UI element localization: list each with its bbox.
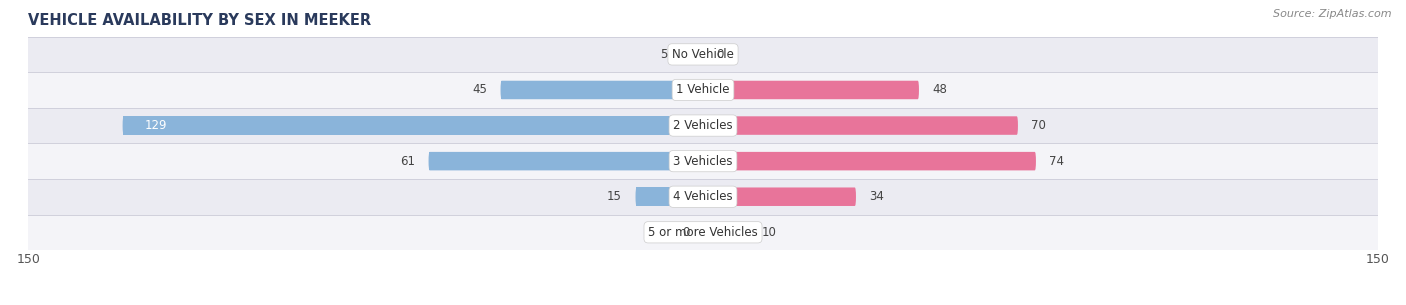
Text: 45: 45 [472,84,486,96]
Text: 3 Vehicles: 3 Vehicles [673,155,733,168]
Bar [429,152,703,170]
Text: 10: 10 [762,226,776,239]
Text: VEHICLE AVAILABILITY BY SEX IN MEEKER: VEHICLE AVAILABILITY BY SEX IN MEEKER [28,13,371,28]
Bar [636,188,703,206]
Text: 2 Vehicles: 2 Vehicles [673,119,733,132]
Text: 4 Vehicles: 4 Vehicles [673,190,733,203]
Text: 1 Vehicle: 1 Vehicle [676,84,730,96]
Bar [501,81,703,99]
Bar [28,72,1378,108]
Text: 0: 0 [717,48,724,61]
Text: 129: 129 [145,119,167,132]
FancyBboxPatch shape [703,188,856,206]
Bar [28,214,1378,250]
Text: 61: 61 [401,155,415,168]
Text: 5 or more Vehicles: 5 or more Vehicles [648,226,758,239]
Bar [28,179,1378,214]
FancyBboxPatch shape [429,152,703,170]
Text: 70: 70 [1032,119,1046,132]
FancyBboxPatch shape [703,116,1018,135]
Bar [28,37,1378,72]
FancyBboxPatch shape [703,223,748,242]
Bar [28,143,1378,179]
Text: 0: 0 [682,226,689,239]
FancyBboxPatch shape [681,45,703,64]
FancyBboxPatch shape [122,116,703,135]
Text: 34: 34 [869,190,884,203]
Text: 15: 15 [607,190,621,203]
Text: No Vehicle: No Vehicle [672,48,734,61]
FancyBboxPatch shape [703,81,920,99]
Text: 5: 5 [659,48,666,61]
Text: Source: ZipAtlas.com: Source: ZipAtlas.com [1274,9,1392,19]
Text: 48: 48 [932,84,948,96]
FancyBboxPatch shape [636,188,703,206]
Bar [122,116,703,135]
FancyBboxPatch shape [501,81,703,99]
FancyBboxPatch shape [703,152,1036,170]
Bar [28,108,1378,143]
Text: 74: 74 [1049,155,1064,168]
Bar [681,45,703,64]
